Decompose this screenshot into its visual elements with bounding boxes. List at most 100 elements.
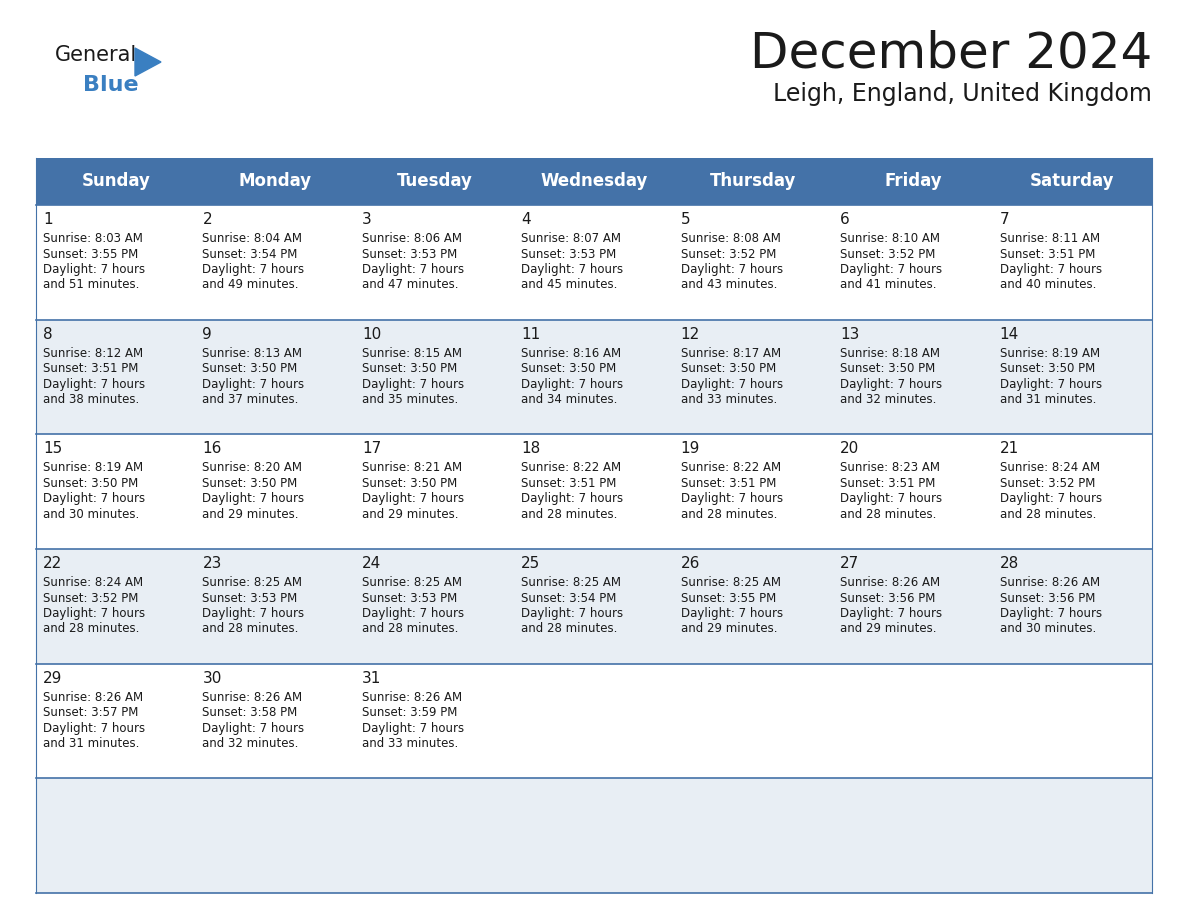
Text: Sunrise: 8:17 AM: Sunrise: 8:17 AM bbox=[681, 347, 781, 360]
Text: Daylight: 7 hours: Daylight: 7 hours bbox=[362, 377, 465, 391]
Text: 22: 22 bbox=[43, 556, 62, 571]
Text: 17: 17 bbox=[362, 442, 381, 456]
Text: 11: 11 bbox=[522, 327, 541, 341]
Text: and 28 minutes.: and 28 minutes. bbox=[43, 622, 139, 635]
Text: and 31 minutes.: and 31 minutes. bbox=[999, 393, 1097, 406]
Text: Sunrise: 8:16 AM: Sunrise: 8:16 AM bbox=[522, 347, 621, 360]
Text: Sunset: 3:56 PM: Sunset: 3:56 PM bbox=[840, 591, 935, 604]
Text: and 29 minutes.: and 29 minutes. bbox=[202, 508, 299, 521]
Text: 23: 23 bbox=[202, 556, 222, 571]
Text: and 32 minutes.: and 32 minutes. bbox=[840, 393, 936, 406]
Text: Daylight: 7 hours: Daylight: 7 hours bbox=[681, 607, 783, 620]
Text: Saturday: Saturday bbox=[1030, 173, 1114, 191]
Text: 9: 9 bbox=[202, 327, 213, 341]
Text: Sunrise: 8:03 AM: Sunrise: 8:03 AM bbox=[43, 232, 143, 245]
Text: Sunset: 3:51 PM: Sunset: 3:51 PM bbox=[840, 476, 935, 490]
Text: Daylight: 7 hours: Daylight: 7 hours bbox=[43, 722, 145, 734]
Text: Sunrise: 8:08 AM: Sunrise: 8:08 AM bbox=[681, 232, 781, 245]
Text: Sunday: Sunday bbox=[81, 173, 150, 191]
Text: Daylight: 7 hours: Daylight: 7 hours bbox=[522, 377, 624, 391]
Bar bbox=[36, 319, 1152, 434]
Text: Sunset: 3:50 PM: Sunset: 3:50 PM bbox=[522, 363, 617, 375]
Text: Sunset: 3:50 PM: Sunset: 3:50 PM bbox=[202, 476, 298, 490]
Text: and 47 minutes.: and 47 minutes. bbox=[362, 278, 459, 292]
Text: and 35 minutes.: and 35 minutes. bbox=[362, 393, 459, 406]
Text: and 43 minutes.: and 43 minutes. bbox=[681, 278, 777, 292]
Text: and 41 minutes.: and 41 minutes. bbox=[840, 278, 936, 292]
Text: Daylight: 7 hours: Daylight: 7 hours bbox=[840, 607, 942, 620]
Text: and 28 minutes.: and 28 minutes. bbox=[362, 622, 459, 635]
Text: Sunset: 3:50 PM: Sunset: 3:50 PM bbox=[681, 363, 776, 375]
Text: and 45 minutes.: and 45 minutes. bbox=[522, 278, 618, 292]
Text: Tuesday: Tuesday bbox=[397, 173, 473, 191]
Text: Sunset: 3:52 PM: Sunset: 3:52 PM bbox=[840, 248, 935, 261]
Text: and 28 minutes.: and 28 minutes. bbox=[522, 622, 618, 635]
Text: Sunrise: 8:11 AM: Sunrise: 8:11 AM bbox=[999, 232, 1100, 245]
Text: Daylight: 7 hours: Daylight: 7 hours bbox=[43, 377, 145, 391]
Text: 2: 2 bbox=[202, 212, 211, 227]
Text: Sunrise: 8:20 AM: Sunrise: 8:20 AM bbox=[202, 462, 303, 475]
Text: 19: 19 bbox=[681, 442, 700, 456]
Bar bbox=[674, 158, 833, 205]
Text: Sunset: 3:51 PM: Sunset: 3:51 PM bbox=[522, 476, 617, 490]
Bar bbox=[36, 205, 1152, 319]
Bar bbox=[514, 158, 674, 205]
Text: 1: 1 bbox=[43, 212, 52, 227]
Text: Sunrise: 8:22 AM: Sunrise: 8:22 AM bbox=[522, 462, 621, 475]
Text: Daylight: 7 hours: Daylight: 7 hours bbox=[202, 492, 304, 505]
Text: 31: 31 bbox=[362, 671, 381, 686]
Bar bbox=[36, 434, 1152, 549]
Text: Sunrise: 8:06 AM: Sunrise: 8:06 AM bbox=[362, 232, 462, 245]
Text: Sunset: 3:51 PM: Sunset: 3:51 PM bbox=[681, 476, 776, 490]
Text: December 2024: December 2024 bbox=[750, 30, 1152, 78]
Polygon shape bbox=[135, 48, 162, 76]
Text: Daylight: 7 hours: Daylight: 7 hours bbox=[999, 492, 1101, 505]
Text: Daylight: 7 hours: Daylight: 7 hours bbox=[362, 263, 465, 276]
Text: 24: 24 bbox=[362, 556, 381, 571]
Text: 12: 12 bbox=[681, 327, 700, 341]
Text: Sunset: 3:58 PM: Sunset: 3:58 PM bbox=[202, 706, 298, 719]
Text: and 34 minutes.: and 34 minutes. bbox=[522, 393, 618, 406]
Text: 13: 13 bbox=[840, 327, 859, 341]
Text: Daylight: 7 hours: Daylight: 7 hours bbox=[522, 263, 624, 276]
Text: Blue: Blue bbox=[83, 75, 139, 95]
Text: 18: 18 bbox=[522, 442, 541, 456]
Text: Leigh, England, United Kingdom: Leigh, England, United Kingdom bbox=[773, 82, 1152, 106]
Text: and 37 minutes.: and 37 minutes. bbox=[202, 393, 299, 406]
Text: Sunset: 3:50 PM: Sunset: 3:50 PM bbox=[840, 363, 935, 375]
Text: Sunrise: 8:18 AM: Sunrise: 8:18 AM bbox=[840, 347, 940, 360]
Text: Sunset: 3:55 PM: Sunset: 3:55 PM bbox=[681, 591, 776, 604]
Text: Sunrise: 8:07 AM: Sunrise: 8:07 AM bbox=[522, 232, 621, 245]
Bar bbox=[355, 158, 514, 205]
Text: 25: 25 bbox=[522, 556, 541, 571]
Text: Daylight: 7 hours: Daylight: 7 hours bbox=[681, 263, 783, 276]
Text: and 28 minutes.: and 28 minutes. bbox=[522, 508, 618, 521]
Text: Daylight: 7 hours: Daylight: 7 hours bbox=[202, 607, 304, 620]
Text: Sunrise: 8:12 AM: Sunrise: 8:12 AM bbox=[43, 347, 143, 360]
Text: 4: 4 bbox=[522, 212, 531, 227]
Text: Sunrise: 8:24 AM: Sunrise: 8:24 AM bbox=[43, 576, 143, 589]
Text: Daylight: 7 hours: Daylight: 7 hours bbox=[522, 607, 624, 620]
Text: and 33 minutes.: and 33 minutes. bbox=[362, 737, 459, 750]
Text: Sunrise: 8:22 AM: Sunrise: 8:22 AM bbox=[681, 462, 781, 475]
Text: 6: 6 bbox=[840, 212, 849, 227]
Text: Sunset: 3:57 PM: Sunset: 3:57 PM bbox=[43, 706, 138, 719]
Text: Sunrise: 8:25 AM: Sunrise: 8:25 AM bbox=[202, 576, 303, 589]
Text: Wednesday: Wednesday bbox=[541, 173, 647, 191]
Text: Daylight: 7 hours: Daylight: 7 hours bbox=[202, 377, 304, 391]
Text: Sunrise: 8:21 AM: Sunrise: 8:21 AM bbox=[362, 462, 462, 475]
Text: Sunset: 3:50 PM: Sunset: 3:50 PM bbox=[202, 363, 298, 375]
Text: Sunrise: 8:26 AM: Sunrise: 8:26 AM bbox=[840, 576, 940, 589]
Text: Daylight: 7 hours: Daylight: 7 hours bbox=[43, 492, 145, 505]
Text: Daylight: 7 hours: Daylight: 7 hours bbox=[362, 722, 465, 734]
Text: Sunrise: 8:26 AM: Sunrise: 8:26 AM bbox=[999, 576, 1100, 589]
Text: Sunrise: 8:26 AM: Sunrise: 8:26 AM bbox=[362, 690, 462, 704]
Bar bbox=[833, 158, 992, 205]
Text: and 29 minutes.: and 29 minutes. bbox=[681, 622, 777, 635]
Text: Sunrise: 8:25 AM: Sunrise: 8:25 AM bbox=[681, 576, 781, 589]
Text: Sunrise: 8:26 AM: Sunrise: 8:26 AM bbox=[43, 690, 143, 704]
Text: Thursday: Thursday bbox=[710, 173, 797, 191]
Text: and 28 minutes.: and 28 minutes. bbox=[202, 622, 299, 635]
Bar bbox=[36, 549, 1152, 664]
Text: Daylight: 7 hours: Daylight: 7 hours bbox=[362, 492, 465, 505]
